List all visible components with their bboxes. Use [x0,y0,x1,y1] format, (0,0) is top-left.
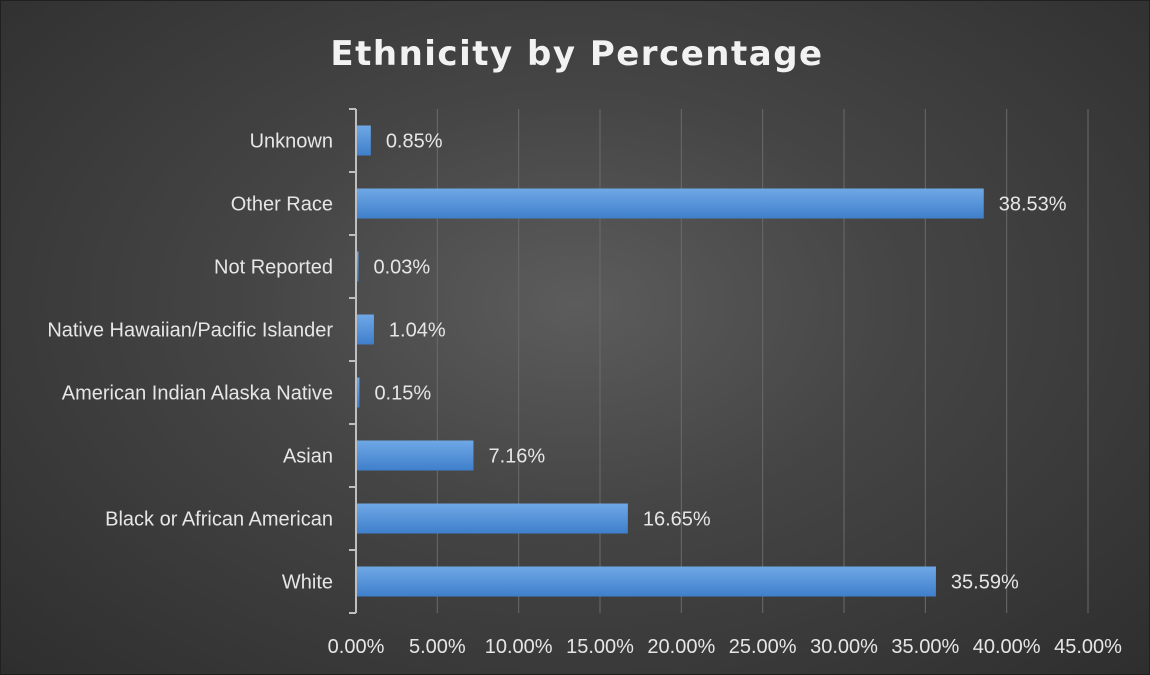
category-label: Native Hawaiian/Pacific Islander [47,320,333,342]
x-tick-label: 45.00% [1054,636,1122,658]
data-label: 35.59% [951,572,1019,594]
y-axis [349,108,357,614]
x-tick-label: 30.00% [810,636,878,658]
category-label: White [282,572,333,594]
data-label: 7.16% [488,446,545,468]
x-tick-label: 35.00% [891,636,959,658]
category-label: Asian [283,446,333,468]
x-tick-label: 0.00% [328,636,385,658]
x-tick-label: 10.00% [485,636,553,658]
data-label: 16.65% [643,509,711,531]
x-tick-label: 40.00% [973,636,1041,658]
bar [357,251,359,282]
category-label: American Indian Alaska Native [62,383,333,405]
data-label: 0.03% [374,257,431,279]
data-label: 1.04% [389,320,446,342]
category-label: Other Race [231,194,333,216]
x-tick-label: 15.00% [566,636,634,658]
gridlines [436,109,1089,613]
bar [357,188,984,219]
data-label: 0.85% [386,131,443,153]
bar [357,503,628,534]
bar [357,566,936,597]
category-label: Not Reported [214,257,333,279]
labels: 0.00% 5.00% 10.00% 15.00% 20.00% 25.00% 30.00%… [47,131,1122,659]
bar [357,377,360,408]
data-label: 0.15% [374,383,431,405]
category-label: Unknown [250,131,333,153]
chart-title: Ethnicity by Percentage [330,34,823,74]
category-label: Black or African American [105,509,333,531]
x-tick-label: 20.00% [647,636,715,658]
bar [357,125,371,156]
x-tick-label: 5.00% [409,636,466,658]
data-label: 38.53% [999,194,1067,216]
x-tick-label: 25.00% [729,636,797,658]
bar [357,440,474,471]
bar [357,314,374,345]
bars [357,125,984,597]
